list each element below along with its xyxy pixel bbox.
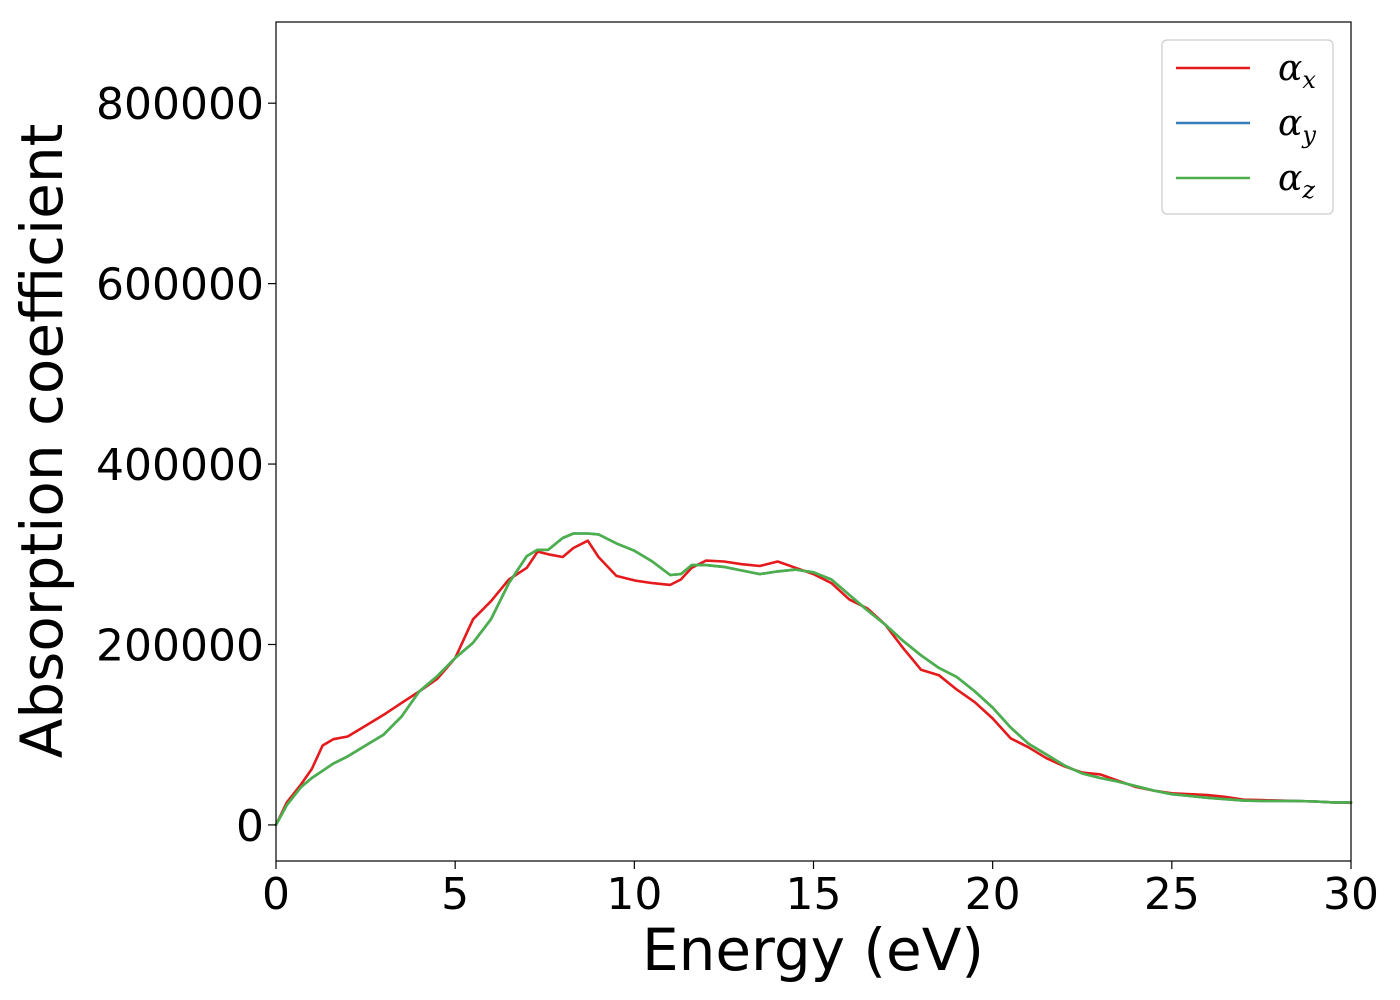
legend-box (1161, 39, 1334, 215)
legend-label-base: α (1278, 158, 1302, 199)
y-tick-label: 600000 (96, 260, 264, 311)
x-tick-label: 25 (1144, 869, 1200, 920)
x-tick-label: 30 (1323, 869, 1379, 920)
legend-label-base: α (1278, 103, 1302, 144)
x-axis-label: Energy (eV) (642, 916, 984, 984)
y-axis-ticks: 0 200000 400000 600000 800000 (96, 79, 276, 852)
series-lines (274, 532, 1353, 827)
legend-label-base: α (1278, 48, 1302, 89)
series-line-z (274, 532, 1353, 827)
legend-label-z: αz (1278, 158, 1315, 204)
y-axis-label: Absorption coefficient (8, 124, 76, 759)
x-tick-label: 15 (786, 869, 842, 920)
y-tick-label: 400000 (96, 440, 264, 491)
legend-label-y: αy (1278, 103, 1316, 149)
x-tick-label: 0 (262, 869, 290, 920)
legend-label-subscript: x (1302, 66, 1316, 94)
x-tick-label: 5 (441, 869, 469, 920)
y-tick-label: 200000 (96, 620, 264, 671)
x-axis-ticks: 0 5 10 15 20 25 30 (262, 861, 1379, 920)
legend-label-subscript: z (1301, 176, 1315, 204)
legend-label-subscript: y (1301, 121, 1316, 149)
x-tick-label: 10 (606, 869, 662, 920)
y-tick-label: 0 (236, 801, 264, 852)
legend-label-x: αx (1278, 48, 1316, 94)
x-tick-label: 20 (965, 869, 1021, 920)
y-tick-label: 800000 (96, 79, 264, 130)
